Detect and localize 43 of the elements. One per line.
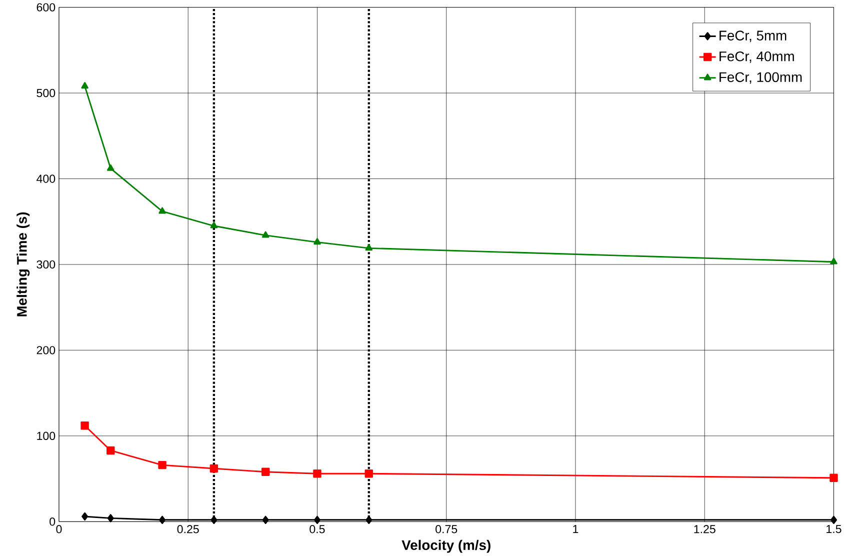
point [830, 474, 838, 482]
y-tick-label: 600 [36, 3, 56, 12]
point [158, 460, 166, 470]
y-axis-title: Melting Time (s) [16, 212, 30, 316]
x-tick-label: 0.5 [310, 525, 325, 534]
y-tick-label: 400 [36, 174, 56, 183]
point [106, 164, 114, 171]
point [210, 516, 218, 524]
y-tick-label: 200 [36, 346, 56, 354]
point [82, 512, 88, 521]
point [366, 516, 372, 524]
point [81, 82, 88, 89]
point [365, 244, 373, 251]
point [313, 470, 322, 478]
y-tick-label: 300 [36, 260, 56, 269]
x-tick-label: 1.5 [826, 525, 842, 534]
point [159, 516, 166, 524]
point [314, 516, 320, 524]
point [210, 222, 218, 228]
point [830, 516, 837, 524]
point [106, 446, 115, 455]
legend-label: FeCr, 5mm [720, 30, 786, 42]
point [830, 258, 838, 264]
y-tick-label: 500 [36, 88, 56, 98]
x-tick-label: 0.25 [177, 525, 199, 534]
point [261, 468, 270, 476]
x-tick-label: 0.75 [436, 525, 458, 534]
point [364, 470, 373, 478]
x-tick-label: 1 [573, 525, 578, 533]
legend-label: FeCr, 100mm [720, 72, 802, 84]
point [262, 231, 270, 238]
point [262, 516, 269, 524]
y-tick-label: 0 [50, 518, 56, 526]
point [80, 422, 89, 430]
point [314, 238, 321, 245]
x-axis-title: Velocity (m/s) [402, 540, 490, 553]
y-tick-label: 100 [37, 432, 56, 440]
point [158, 207, 166, 214]
x-tick-label: 0 [56, 525, 62, 534]
legend-label: FeCr, 40mm [720, 51, 794, 63]
point [107, 514, 114, 522]
point [210, 464, 218, 473]
x-tick-label: 1.25 [694, 525, 716, 534]
